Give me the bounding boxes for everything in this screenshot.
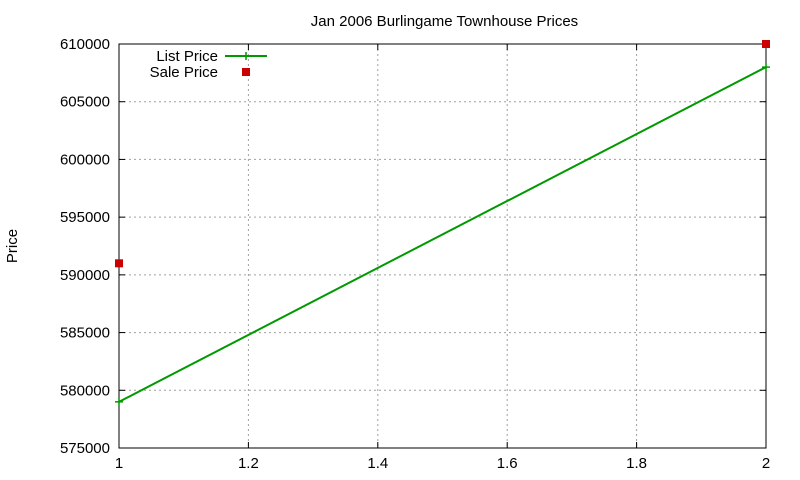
x-tick-label: 2 <box>762 455 770 472</box>
legend-label-list-price: List Price <box>156 48 218 65</box>
sale-price-series <box>115 40 770 268</box>
y-tick-label: 605000 <box>60 94 110 111</box>
x-tick-label: 1.2 <box>238 455 259 472</box>
list-price-line <box>118 66 767 403</box>
y-tick-label: 590000 <box>60 267 110 284</box>
legend-swatch-sale-price <box>242 68 250 76</box>
y-tick-label: 580000 <box>60 382 110 399</box>
chart-title: Jan 2006 Burlingame Townhouse Prices <box>311 13 578 30</box>
legend-label-sale-price: Sale Price <box>150 64 218 81</box>
ticks-layer: 575000 580000 585000 590000 595000 600000 6050… <box>60 36 770 472</box>
y-tick-label: 585000 <box>60 325 110 342</box>
grid-layer <box>119 44 766 448</box>
x-tick-label: 1.8 <box>626 455 647 472</box>
y-axis-label: Price <box>4 229 21 263</box>
x-tick-label: 1.6 <box>497 455 518 472</box>
y-tick-label: 575000 <box>60 440 110 457</box>
y-tick-label: 600000 <box>60 151 110 168</box>
y-tick-label: 595000 <box>60 209 110 226</box>
series-layer <box>115 40 770 406</box>
plot-frame <box>118 43 767 449</box>
y-tick-label: 610000 <box>60 36 110 53</box>
sale-price-point <box>762 40 770 48</box>
sale-price-point <box>115 259 123 268</box>
x-tick-label: 1.4 <box>367 455 388 472</box>
list-price-series <box>115 63 770 406</box>
x-tick-label: 1 <box>115 455 123 472</box>
